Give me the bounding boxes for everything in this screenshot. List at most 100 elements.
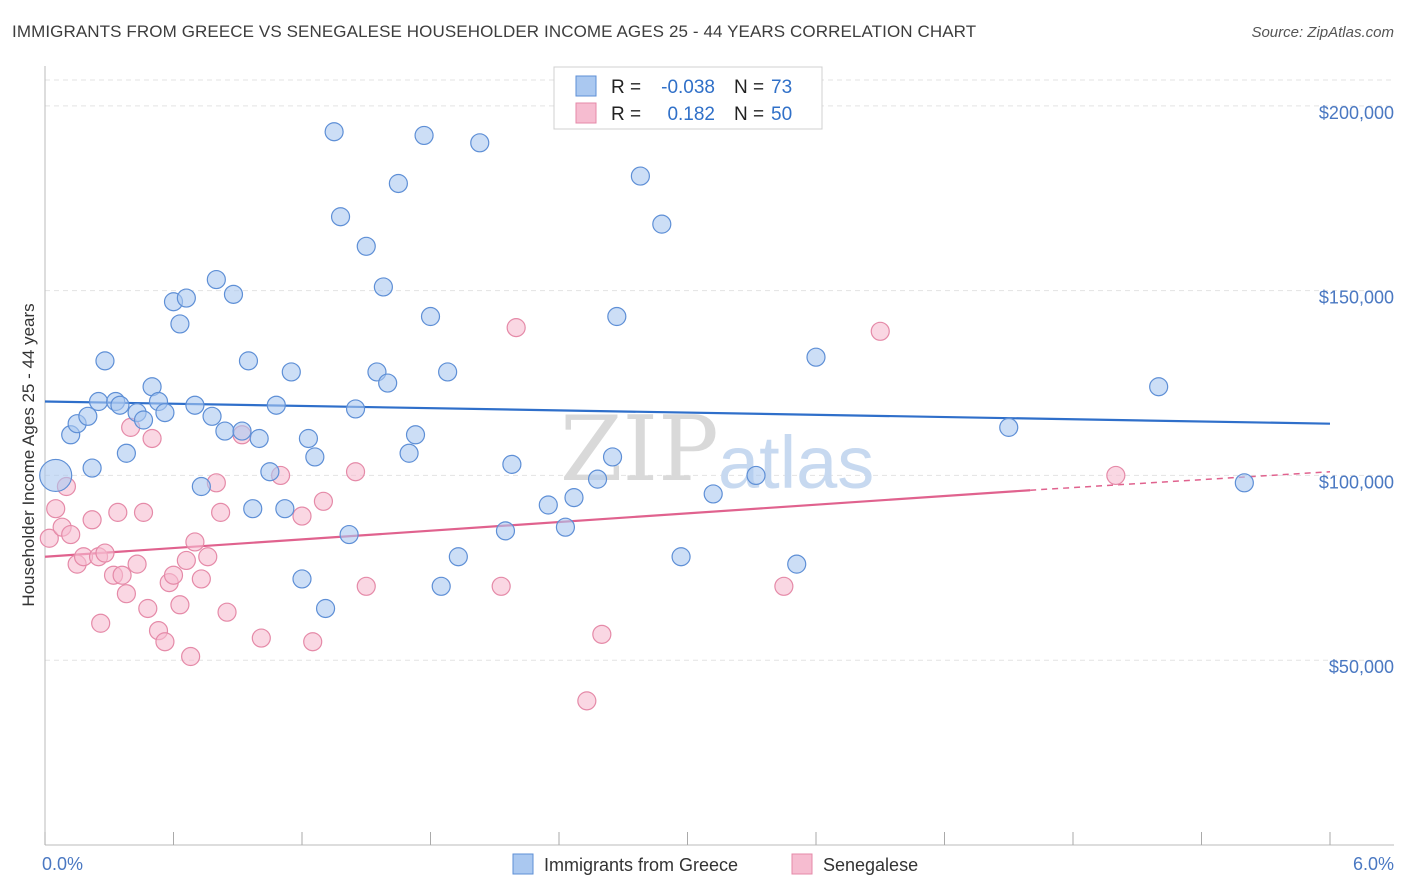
point-greece-62 (652, 214, 672, 234)
point-greece-68 (999, 417, 1019, 437)
point-senegalese-32 (217, 602, 237, 622)
point-senegalese-42 (506, 318, 526, 338)
point-senegalese-25 (176, 550, 196, 571)
point-greece-5 (88, 391, 109, 412)
point-senegalese-21 (155, 632, 175, 652)
point-greece-64 (703, 484, 723, 504)
point-greece-32 (292, 569, 312, 589)
trend-line-senegalese (44, 489, 1031, 558)
point-greece-33 (298, 428, 319, 449)
y-tick-label-1: $100,000 (1319, 472, 1394, 492)
point-greece-11 (133, 410, 154, 430)
bottom-legend: Immigrants from Greece Senegalese (512, 853, 918, 875)
point-greece-46 (405, 425, 426, 445)
point-greece-59 (602, 447, 623, 467)
chart-title: IMMIGRANTS FROM GREECE VS SENEGALESE HOU… (12, 22, 977, 41)
point-greece-39 (345, 399, 366, 419)
point-senegalese-43 (577, 691, 597, 711)
point-greece-28 (260, 462, 280, 482)
point-senegalese-23 (163, 565, 184, 585)
point-greece-3 (78, 406, 98, 426)
point-greece-56 (555, 517, 576, 537)
point-senegalese-40 (356, 576, 376, 596)
point-senegalese-19 (142, 428, 162, 449)
point-greece-63 (671, 547, 691, 567)
point-greece-44 (388, 173, 408, 194)
point-senegalese-44 (592, 624, 612, 644)
legend: R = -0.038 N = 73 R = 0.182 N = 50 (553, 66, 823, 130)
point-greece-20 (202, 406, 222, 426)
point-greece-61 (630, 166, 650, 186)
point-greece-43 (378, 373, 398, 393)
point-senegalese-24 (170, 595, 190, 615)
point-senegalese-31 (211, 502, 231, 522)
bottom-legend-label-senegalese: Senegalese (823, 855, 918, 875)
point-greece-47 (414, 125, 434, 146)
point-greece-30 (275, 499, 295, 519)
point-senegalese-26 (181, 646, 201, 667)
point-senegalese-29 (198, 547, 218, 567)
point-senegalese-0 (39, 528, 59, 548)
point-greece-18 (185, 395, 205, 415)
point-greece-9 (116, 443, 136, 463)
point-senegalese-34 (251, 628, 271, 648)
x-tick-label-min: 0.0% (42, 854, 83, 874)
legend-n-label-2: N = (734, 104, 764, 125)
point-greece-69 (1149, 377, 1169, 397)
point-senegalese-41 (491, 576, 511, 596)
trend-line-greece (44, 400, 1331, 425)
bottom-legend-swatch-greece (512, 853, 534, 875)
legend-r-value-2: 0.182 (667, 104, 715, 125)
point-greece-4 (82, 458, 102, 478)
point-greece-17 (176, 288, 196, 308)
point-greece-67 (806, 347, 826, 367)
trend-line-senegalese-extension (1030, 470, 1331, 491)
point-greece-37 (330, 207, 351, 227)
point-greece-60 (607, 306, 627, 327)
watermark-atlas: atlas (718, 421, 874, 504)
legend-r-label-2: R = (611, 104, 641, 125)
point-greece-6 (95, 351, 115, 371)
point-greece-14 (155, 403, 175, 423)
point-senegalese-10 (95, 543, 115, 563)
point-senegalese-17 (133, 502, 154, 522)
y-tick-label-3: $200,000 (1319, 103, 1394, 123)
point-greece-65 (746, 465, 766, 486)
point-greece-24 (232, 421, 252, 441)
point-greece-57 (564, 488, 584, 508)
point-greece-70 (1234, 473, 1254, 493)
point-senegalese-46 (870, 321, 890, 341)
point-greece-42 (373, 277, 393, 297)
point-greece-0 (39, 458, 73, 493)
point-senegalese-39 (345, 462, 366, 482)
source-label: Source: ZipAtlas.com (1251, 24, 1394, 41)
point-greece-21 (206, 269, 226, 290)
point-senegalese-14 (116, 584, 136, 604)
point-senegalese-7 (82, 510, 102, 530)
point-greece-27 (249, 428, 269, 449)
y-tick-label-2: $150,000 (1319, 288, 1394, 308)
point-senegalese-13 (112, 565, 132, 585)
data-points (39, 122, 1254, 711)
point-senegalese-45 (774, 576, 794, 596)
point-greece-25 (238, 351, 259, 371)
point-greece-22 (215, 421, 235, 441)
legend-swatch-blue (575, 75, 597, 97)
point-greece-31 (281, 362, 301, 382)
point-senegalese-28 (191, 569, 211, 589)
y-axis-title: Householder Income Ages 25 - 44 years (19, 303, 38, 606)
y-tick-label-0: $50,000 (1329, 657, 1394, 677)
point-greece-36 (324, 122, 344, 142)
point-greece-53 (495, 521, 516, 541)
point-senegalese-16 (127, 554, 147, 574)
point-greece-49 (431, 576, 451, 596)
point-senegalese-9 (91, 613, 111, 633)
bottom-legend-label-greece: Immigrants from Greece (544, 855, 738, 875)
point-greece-23 (223, 284, 244, 304)
point-greece-51 (448, 547, 468, 567)
point-senegalese-27 (185, 532, 205, 552)
point-greece-58 (587, 469, 608, 489)
bottom-legend-swatch-senegalese (791, 853, 813, 875)
point-greece-38 (339, 524, 359, 545)
